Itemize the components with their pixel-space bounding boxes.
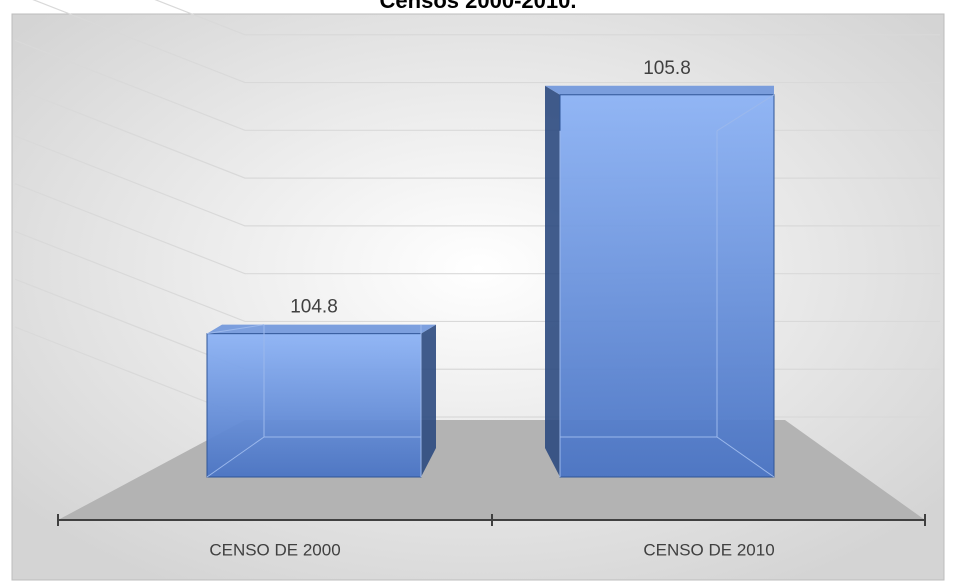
bar-edge <box>716 436 775 478</box>
bar-top <box>207 324 436 334</box>
bar <box>206 333 422 478</box>
data-label: 104.8 <box>290 297 338 318</box>
bar-edge <box>206 324 265 335</box>
bar <box>559 94 775 478</box>
grid-line <box>154 0 940 36</box>
grid-line <box>32 0 940 84</box>
bar-top <box>545 85 774 95</box>
bar-edge <box>206 436 265 478</box>
bar-edge <box>716 94 775 132</box>
bar-side <box>545 85 560 478</box>
x-tick-label: CENSO DE 2000 <box>209 540 340 559</box>
bar-side <box>421 324 436 477</box>
data-label: 105.8 <box>643 58 691 79</box>
x-tick-label: CENSO DE 2010 <box>643 540 774 559</box>
chart-title: Censos 2000-2010. <box>380 0 577 13</box>
bars <box>206 85 775 478</box>
